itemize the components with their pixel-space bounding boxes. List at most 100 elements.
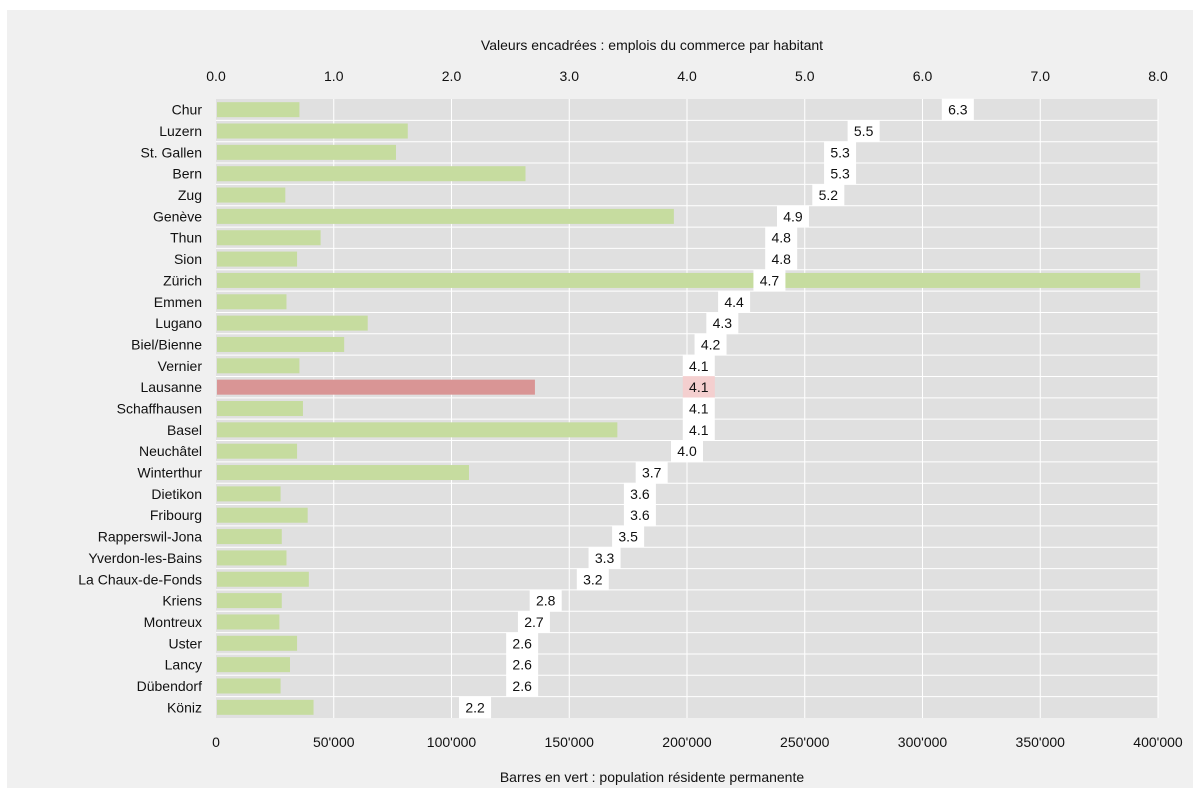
population-bar (217, 401, 303, 416)
population-bar (217, 144, 396, 160)
category-label: Thun (170, 230, 202, 246)
commerce-value-label: 2.6 (506, 674, 539, 697)
category-label: Emmen (154, 294, 202, 310)
grid-lines (216, 99, 1159, 718)
value-label-text: 4.7 (760, 272, 780, 288)
population-bar (217, 507, 308, 523)
category-label: Lausanne (140, 379, 202, 395)
population-bar (217, 529, 282, 545)
population-bar (217, 166, 526, 182)
value-label-text: 4.1 (689, 379, 709, 395)
commerce-value-label: 4.2 (694, 333, 727, 356)
value-label-box (753, 269, 786, 292)
value-label-box (824, 162, 857, 185)
population-bar (217, 657, 291, 673)
category-label: Lugano (155, 315, 202, 331)
commerce-value-label: 4.9 (776, 205, 809, 228)
commerce-value-label: 4.8 (765, 248, 798, 271)
population-bar (217, 593, 282, 609)
value-label-box (682, 418, 715, 441)
category-label: Kriens (162, 593, 202, 609)
population-bar (217, 251, 298, 267)
population-bar (217, 230, 321, 246)
population-bar (217, 336, 345, 352)
top-axis-tick-label: 5.0 (795, 68, 815, 84)
commerce-value-label: 2.6 (506, 632, 539, 655)
value-label-box (765, 248, 798, 271)
bottom-axis-tick-label: 150'000 (545, 734, 595, 750)
value-label-text: 3.6 (630, 507, 650, 523)
value-label-box (682, 397, 715, 420)
commerce-value-label: 6.3 (941, 98, 974, 121)
value-label-box (694, 333, 727, 356)
top-axis-ticks: 0.0 1.0 2.0 3.0 4.0 5.0 6.0 7.0 8.0 (206, 68, 1168, 84)
bottom-axis-tick-label: 50'000 (313, 734, 355, 750)
category-label: Dübendorf (137, 678, 202, 694)
category-label: Luzern (159, 123, 202, 139)
commerce-value-label: 3.2 (576, 568, 609, 591)
bottom-axis-tick-label: 100'000 (427, 734, 477, 750)
value-label-box (847, 120, 880, 143)
commerce-value-label: 3.3 (588, 546, 621, 569)
bottom-axis-tick-label: 0 (212, 734, 220, 750)
category-labels: Chur Luzern St. Gallen Bern Zug Genève Thun Sio… (78, 102, 202, 716)
population-bar (217, 187, 286, 203)
category-label: Fribourg (150, 507, 202, 523)
top-axis-tick-label: 2.0 (442, 68, 462, 84)
value-label-box (776, 205, 809, 228)
category-label: Chur (172, 102, 203, 118)
population-bars (217, 102, 1141, 715)
value-label-text: 5.3 (830, 166, 850, 182)
value-label-box (718, 290, 751, 313)
value-label-text: 4.1 (689, 422, 709, 438)
bottom-axis-ticks: 0 50'000 100'000 150'000 200'000 250'000 300'0… (212, 734, 1183, 750)
value-label-text: 4.4 (724, 294, 744, 310)
category-label: Basel (167, 422, 202, 438)
bottom-axis-tick-label: 300'000 (898, 734, 948, 750)
population-bar (217, 315, 368, 331)
bottom-axis-tick-label: 400'000 (1133, 734, 1183, 750)
value-label-text: 3.2 (583, 571, 603, 587)
value-label-text: 3.7 (642, 465, 662, 481)
population-bar (217, 272, 1141, 288)
top-axis-tick-label: 3.0 (560, 68, 580, 84)
value-label-box (612, 525, 645, 548)
value-label-text: 6.3 (948, 102, 968, 118)
value-label-text: 4.9 (783, 208, 803, 224)
category-label: Zug (178, 187, 202, 203)
population-bar (217, 465, 469, 481)
population-bar (217, 294, 287, 310)
commerce-value-label: 2.7 (517, 610, 550, 633)
commerce-value-label: 4.1 (682, 418, 715, 441)
value-label-box (506, 653, 539, 676)
population-bar (217, 422, 618, 438)
value-label-text: 4.1 (689, 358, 709, 374)
commerce-value-labels: 6.35.55.35.35.24.94.84.84.74.44.34.24.14… (459, 98, 974, 719)
category-label: Schaffhausen (117, 401, 202, 417)
category-label: Genève (153, 208, 202, 224)
commerce-value-label: 4.1 (682, 376, 715, 399)
top-axis-tick-label: 7.0 (1031, 68, 1051, 84)
value-label-text: 5.3 (830, 144, 850, 160)
top-axis-title: Valeurs encadrées : emplois du commerce … (481, 37, 823, 53)
category-label: Neuchâtel (139, 443, 202, 459)
population-bar (217, 208, 674, 224)
commerce-value-label: 2.6 (506, 653, 539, 676)
value-label-box (824, 141, 857, 164)
value-label-text: 5.2 (819, 187, 839, 203)
value-label-text: 5.5 (854, 123, 874, 139)
commerce-value-label: 2.2 (459, 696, 492, 719)
value-label-text: 4.0 (677, 443, 697, 459)
value-label-text: 2.6 (512, 657, 532, 673)
population-bar (217, 443, 298, 459)
population-bar (217, 550, 287, 566)
value-label-box (576, 568, 609, 591)
population-bar (217, 678, 281, 694)
commerce-value-label: 3.7 (635, 461, 668, 484)
commerce-value-label: 2.8 (529, 589, 562, 612)
commerce-value-label: 4.1 (682, 397, 715, 420)
value-label-text: 3.5 (618, 529, 638, 545)
commerce-value-label: 4.0 (671, 440, 703, 463)
top-axis-tick-label: 4.0 (677, 68, 697, 84)
